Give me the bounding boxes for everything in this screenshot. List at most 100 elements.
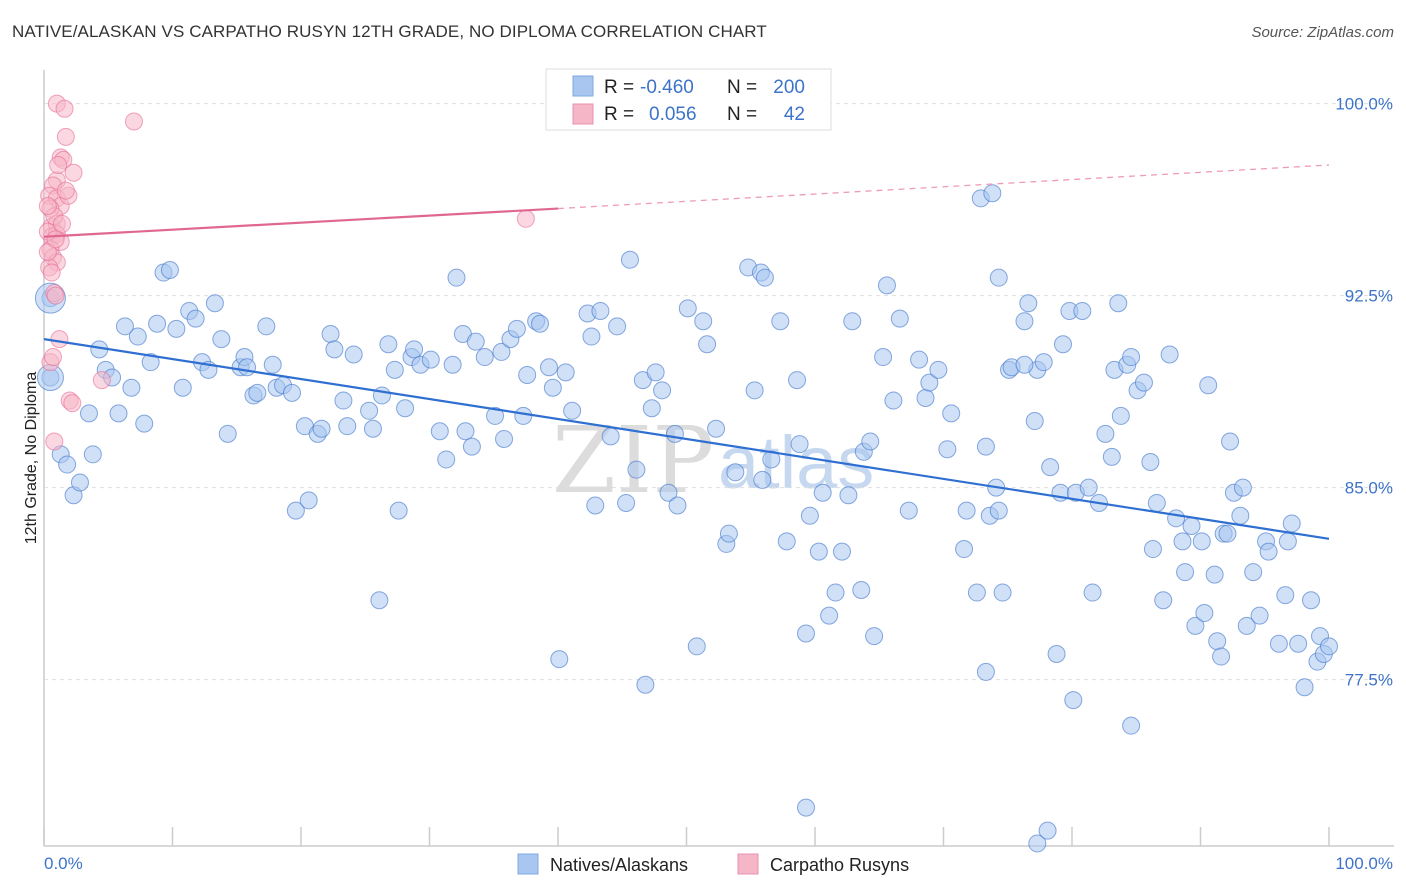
legend-r-value-1: -0.460 (640, 77, 694, 98)
natives-alaskans-point (135, 414, 154, 433)
natives-alaskans-point (771, 312, 790, 331)
carpatho-rusyns-point (56, 181, 75, 200)
natives-alaskans-point (955, 540, 974, 559)
natives-alaskans-point (122, 378, 141, 397)
natives-alaskans-point (283, 383, 302, 402)
natives-alaskans-point (443, 355, 462, 374)
natives-alaskans-point (694, 312, 713, 331)
natives-alaskans-point (456, 422, 475, 441)
natives-alaskans-point (813, 483, 832, 502)
natives-alaskans-point (1141, 453, 1160, 471)
natives-alaskans-point (421, 350, 440, 369)
natives-alaskans-point (916, 389, 935, 407)
natives-alaskans-point (1195, 604, 1214, 623)
bottom-legend-label-blue: Natives/Alaskans (550, 855, 688, 875)
natives-alaskans-point (659, 483, 678, 502)
natives-alaskans-point (1205, 565, 1224, 584)
natives-alaskans-point (820, 606, 839, 625)
natives-alaskans-point (1154, 591, 1173, 610)
natives-alaskans-point (678, 299, 697, 318)
natives-alaskans-point (299, 491, 318, 510)
natives-alaskans-point (543, 378, 562, 397)
x-tick-label-max: 100.0% (1335, 854, 1393, 873)
natives-alaskans-point (1038, 821, 1057, 840)
natives-alaskans-point (1122, 716, 1141, 735)
natives-alaskans-point (698, 335, 717, 354)
natives-alaskans-point (809, 542, 828, 561)
natives-alaskans-point (753, 470, 772, 489)
trend-line-carpatho-rusyns (43, 207, 559, 238)
natives-alaskans-point (248, 383, 267, 402)
natives-alaskans-point (826, 583, 845, 602)
natives-alaskans-point (1025, 412, 1044, 431)
natives-alaskans-point (665, 424, 684, 443)
natives-alaskans-point (967, 583, 986, 602)
natives-alaskans-point (1064, 691, 1083, 710)
trend-line-natives-alaskans (43, 338, 1330, 540)
natives-alaskans-point (861, 432, 880, 451)
natives-alaskans-point (920, 373, 939, 392)
carpatho-rusyns-point (55, 99, 74, 118)
natives-alaskans-point (653, 381, 672, 400)
natives-alaskans-point (642, 399, 661, 418)
natives-alaskans-point (877, 276, 896, 295)
natives-alaskans-point (989, 501, 1008, 520)
natives-alaskans-point (843, 312, 862, 331)
natives-alaskans-point (360, 401, 379, 420)
natives-alaskans-point (1028, 834, 1047, 853)
natives-alaskans-point (797, 798, 816, 817)
natives-alaskans-point (1192, 532, 1211, 551)
natives-alaskans-point (874, 348, 893, 367)
natives-alaskans-point (475, 348, 494, 367)
natives-alaskans-point (370, 591, 389, 610)
natives-alaskans-point (929, 360, 948, 379)
legend-r-value-2: 0.056 (649, 104, 697, 125)
carpatho-rusyns-point (124, 112, 143, 131)
natives-alaskans-point (755, 268, 774, 287)
natives-alaskans-point (1182, 517, 1201, 535)
natives-alaskans-point (852, 581, 871, 599)
natives-alaskans-point (976, 437, 995, 456)
natives-alaskans-point (1143, 540, 1162, 559)
natives-alaskans-point (617, 493, 636, 512)
natives-alaskans-point (976, 662, 995, 681)
trend-line-carpatho-rusyns-extension (557, 164, 1330, 210)
natives-alaskans-point (1221, 432, 1240, 451)
natives-alaskans-point (1237, 616, 1256, 635)
natives-alaskans-point (321, 325, 340, 343)
natives-alaskans-point (286, 501, 305, 520)
natives-alaskans-point (1176, 563, 1195, 582)
natives-alaskans-point (1054, 335, 1073, 354)
carpatho-rusyns-point (92, 371, 111, 390)
natives-alaskans-point (797, 624, 816, 643)
natives-alaskans-point (601, 427, 620, 446)
natives-alaskans-point (938, 440, 957, 459)
natives-alaskans-point (832, 542, 851, 561)
carpatho-rusyns-point (45, 432, 64, 451)
natives-alaskans-point (141, 353, 160, 372)
natives-alaskans-point (1269, 634, 1288, 653)
natives-alaskans-point (884, 391, 903, 410)
x-tick-label-min: 0.0% (44, 854, 83, 873)
natives-alaskans-point (1167, 509, 1186, 528)
natives-alaskans-point (115, 317, 134, 336)
natives-alaskans-point (1122, 348, 1141, 367)
natives-alaskans-point (1250, 606, 1269, 625)
natives-alaskans-point (1073, 301, 1092, 320)
legend-n-value-2: 42 (784, 104, 805, 125)
natives-alaskans-point (83, 445, 102, 464)
natives-alaskans-point (1186, 616, 1205, 635)
natives-alaskans-point (582, 327, 601, 346)
natives-alaskans-point (495, 429, 514, 448)
source-label: Source: ZipAtlas.com (1251, 24, 1394, 41)
natives-alaskans-point (447, 268, 466, 287)
natives-alaskans-point (1233, 478, 1252, 497)
legend-n-label-1: N = (727, 77, 757, 98)
natives-alaskans-point (389, 501, 408, 520)
carpatho-rusyns-point (43, 348, 62, 367)
legend-r-label-2: R = (604, 104, 634, 125)
legend-swatch-blue (572, 75, 594, 97)
natives-alaskans-point (790, 435, 809, 454)
natives-alaskans-point (745, 381, 764, 400)
